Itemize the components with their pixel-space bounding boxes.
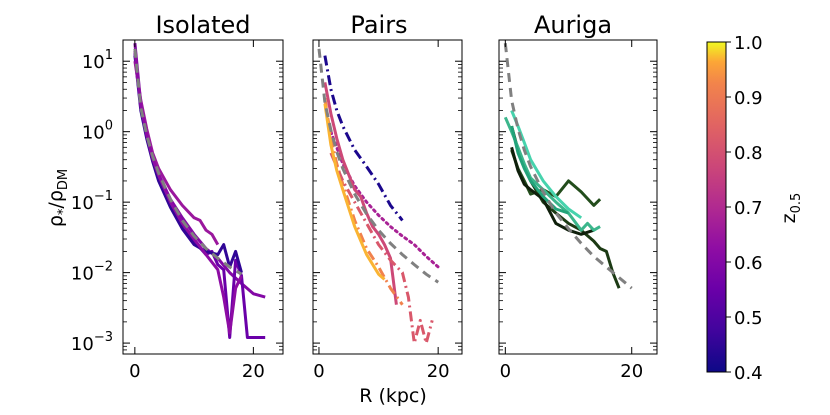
x-tick-label: 20 [620, 361, 643, 382]
y-tick-label: 100 [82, 119, 113, 144]
series-line-pairs-solid-1 [323, 82, 398, 305]
x-tick-label: 20 [427, 361, 450, 382]
series-line-isolated-2 [133, 53, 266, 339]
panel-title-auriga: Auriga [534, 11, 612, 39]
y-tick-label: 10−2 [71, 260, 113, 285]
panel-frame [312, 39, 463, 355]
panel-title-pairs: Pairs [350, 11, 407, 39]
y-axis-label-sub1: * [56, 208, 71, 215]
x-tick-label: 0 [500, 361, 511, 382]
y-axis-label: ρ*/ρDM [45, 169, 71, 227]
series-line-auriga-3 [510, 146, 595, 236]
colorbar-label-main: z [778, 213, 800, 223]
x-tick-labels: 0 20 0 20 0 20 [129, 361, 643, 382]
colorbar-tick-label: 0.8 [734, 143, 763, 164]
series-line-pairs-solid-2 [323, 103, 386, 281]
series-line-pairs-dashdot-3 [329, 152, 434, 345]
series-line-isolated-3 [133, 55, 243, 274]
y-tick-label: 101 [82, 48, 113, 73]
colorbar: 0.40.50.60.70.80.91.0 z0.5 [706, 33, 804, 384]
colorbar-tick-label: 0.7 [734, 198, 763, 219]
y-axis-label-slash: /ρ [45, 190, 67, 208]
colorbar-tick-label: 0.6 [734, 253, 763, 274]
panel-title-isolated: Isolated [155, 11, 250, 39]
series-line-pairs-dashdot-1 [323, 55, 404, 222]
series-line-auriga-6 [510, 125, 569, 215]
colorbar-label: z0.5 [778, 193, 804, 224]
y-axis-label-sub2: DM [56, 169, 71, 190]
colorbar-label-sub: 0.5 [789, 193, 804, 214]
y-tick-labels: 101 100 10−1 10−2 10−3 [71, 48, 113, 355]
x-tick-label: 0 [129, 361, 140, 382]
y-tick-label: 10−1 [71, 189, 113, 214]
panel-pairs [312, 39, 463, 355]
colorbar-gradient [706, 41, 727, 373]
x-axis-label: R (kpc) [359, 385, 427, 407]
colorbar-tick-label: 0.4 [734, 363, 763, 384]
x-tick-label: 20 [242, 361, 265, 382]
x-tick-label: 0 [313, 361, 324, 382]
y-tick-label: 10−3 [71, 330, 113, 355]
panel-frame [498, 39, 658, 355]
y-axis-label-main: ρ [45, 215, 67, 227]
reference-line [133, 48, 243, 276]
panel-auriga [498, 39, 658, 355]
panel-frame [122, 39, 284, 355]
series-line-auriga-5 [510, 109, 583, 220]
colorbar-tick-label: 0.9 [734, 88, 763, 109]
panel-isolated [122, 39, 284, 355]
colorbar-tick-label: 0.5 [734, 308, 763, 329]
reference-line [317, 48, 440, 284]
colorbar-tick-label: 1.0 [734, 33, 763, 54]
